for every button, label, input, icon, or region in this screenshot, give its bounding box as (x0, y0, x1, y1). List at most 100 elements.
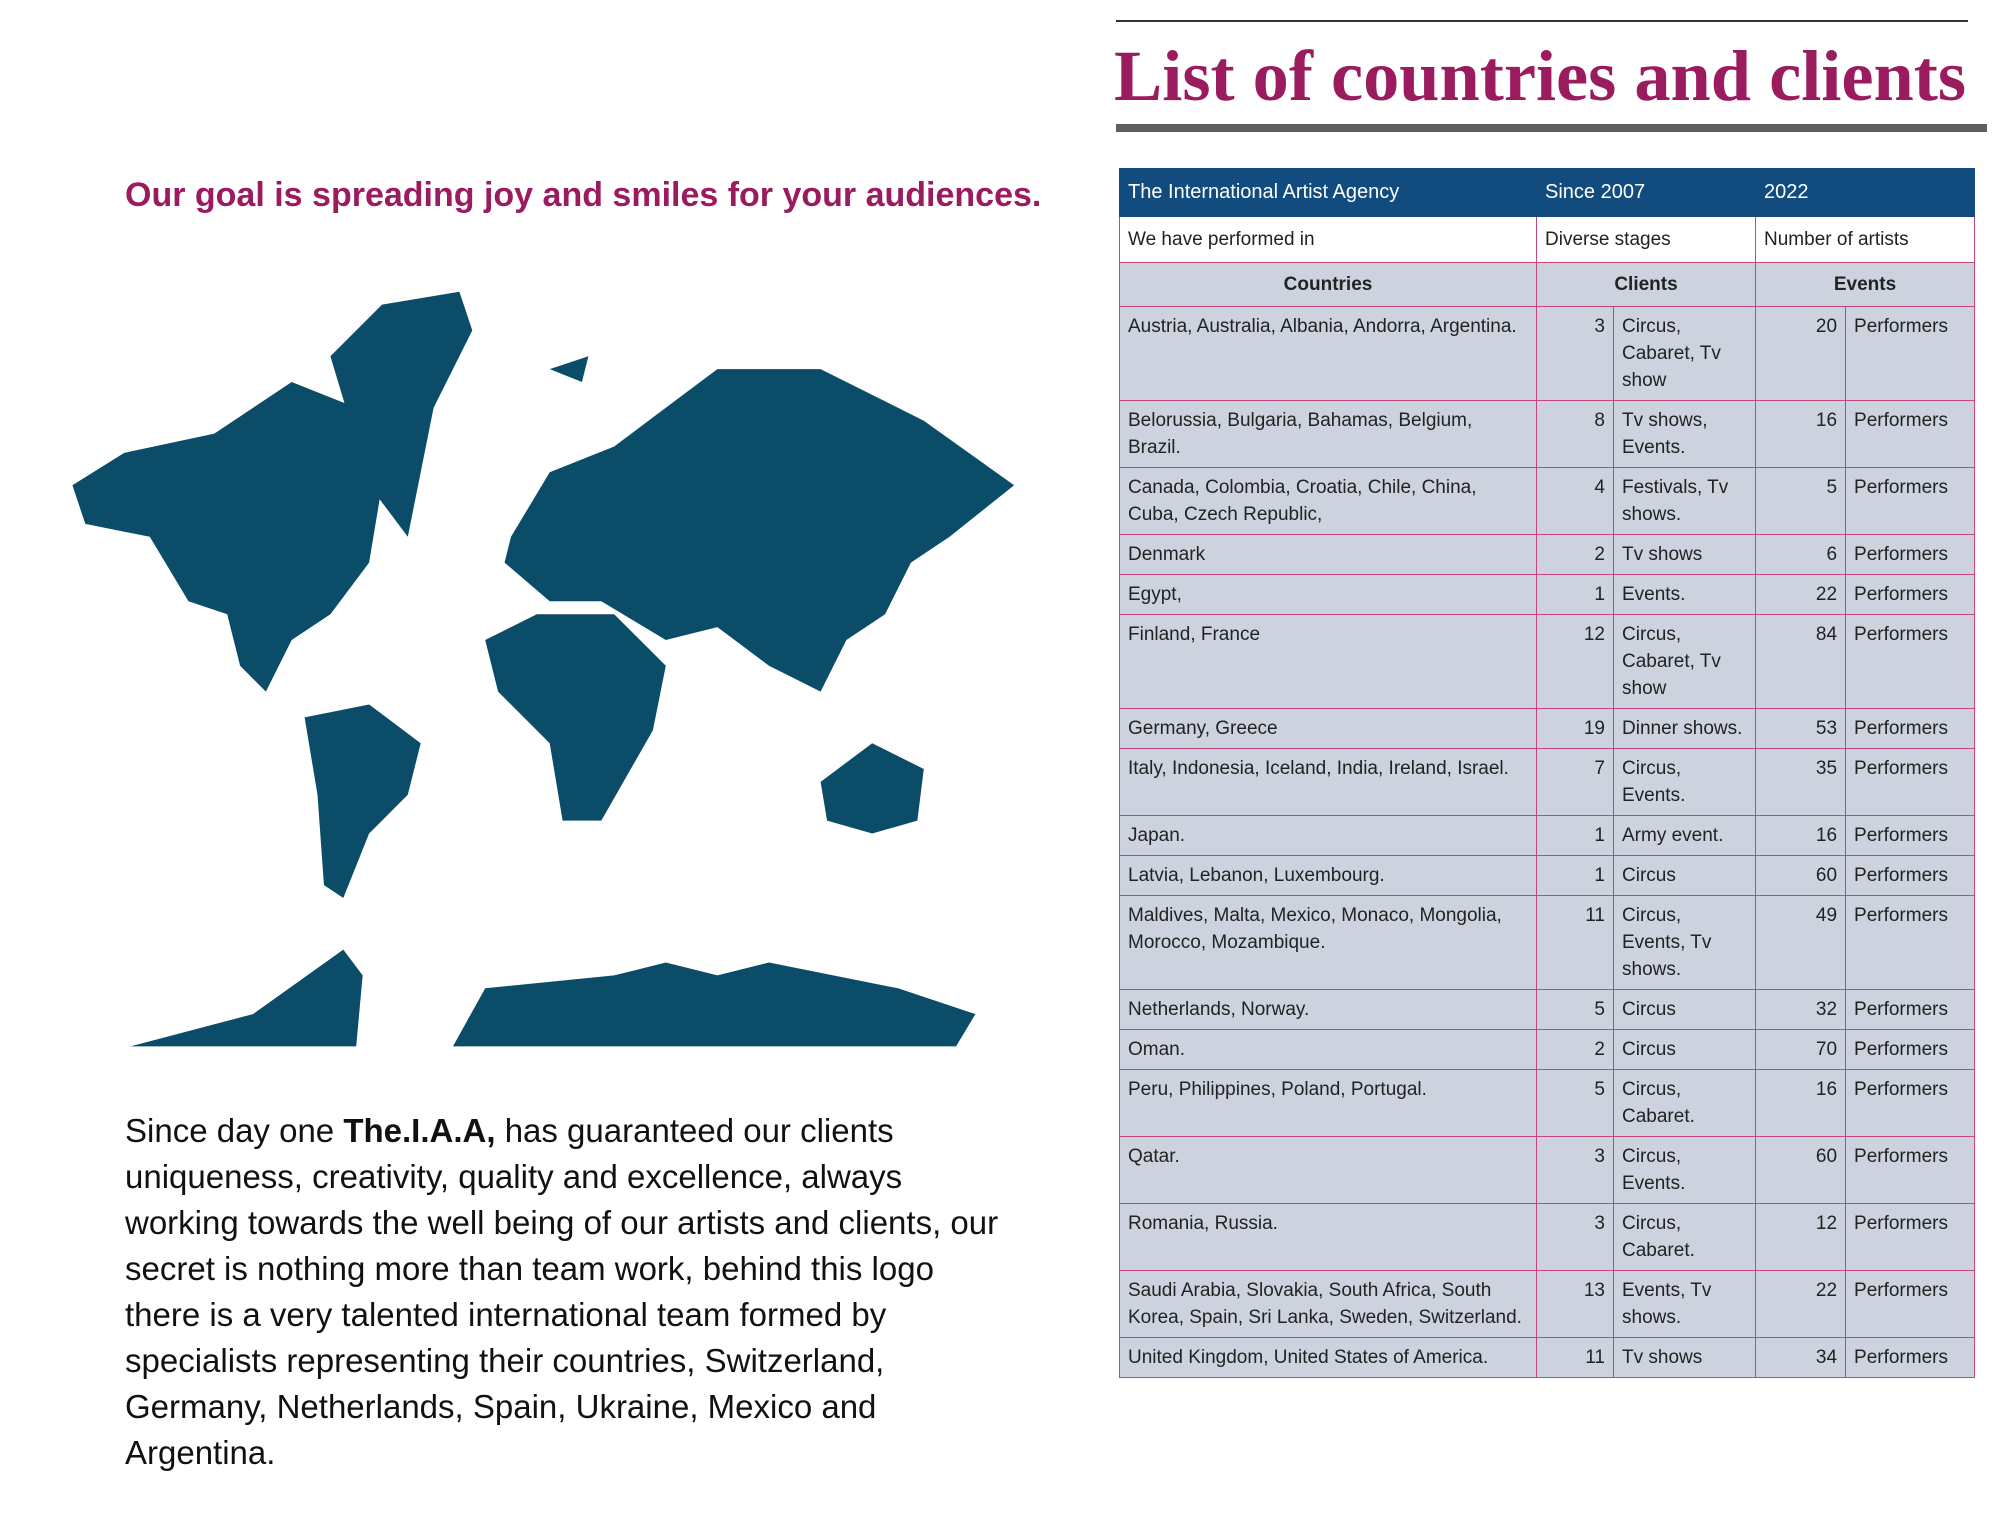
table-cell: Latvia, Lebanon, Luxembourg. (1119, 855, 1537, 896)
table-cell: Performers (1845, 614, 1976, 709)
table-cell: Events, Tv shows. (1612, 1270, 1757, 1338)
table-row: Japan. 1 Army event. 16 Performers (1119, 815, 1976, 856)
table-cell: Performers (1845, 574, 1976, 615)
table-row: Canada, Colombia, Croatia, Chile, China,… (1119, 467, 1976, 535)
table-cell: 60 (1755, 855, 1847, 896)
table-cell: 1 (1536, 574, 1614, 615)
header-cell: Clients (1535, 262, 1757, 307)
title: List of countries and clients (1114, 36, 1966, 116)
table-row: United Kingdom, United States of America… (1119, 1337, 1976, 1378)
table-cell: 1 (1536, 815, 1614, 856)
table-cell: 60 (1755, 1136, 1847, 1204)
table-cell: Qatar. (1119, 1136, 1537, 1204)
header-row: We have performed in Diverse stages Number… (1119, 216, 1976, 263)
table-cell: 20 (1755, 306, 1847, 401)
table-cell: Finland, France (1119, 614, 1537, 709)
title-box: List of countries and clients (1114, 36, 1966, 116)
table-cell: 8 (1536, 400, 1614, 468)
table-cell: 22 (1755, 574, 1847, 615)
table-cell: Performers (1845, 708, 1976, 749)
countries-table: The International Artist Agency Since 200… (1119, 168, 1976, 1378)
table-cell: 53 (1755, 708, 1847, 749)
table-cell: Tv shows, Events. (1612, 400, 1757, 468)
table-row: Netherlands, Norway. 5 Circus 32 Performers (1119, 989, 1976, 1030)
table-row: Germany, Greece 19 Dinner shows. 53 Performe… (1119, 708, 1976, 749)
table-cell: Peru, Philippines, Poland, Portugal. (1119, 1069, 1537, 1137)
table-row: Italy, Indonesia, Iceland, India, Irelan… (1119, 748, 1976, 816)
header-cell: Countries (1119, 262, 1537, 307)
table-cell: 3 (1536, 1203, 1614, 1271)
text: has guaranteed our clients uniqueness, c… (125, 1112, 999, 1471)
table-cell: Circus (1612, 855, 1757, 896)
table-row: Austria, Australia, Albania, Andorra, Ar… (1119, 306, 1976, 401)
table-cell: 2 (1536, 534, 1614, 575)
table-cell: Circus (1612, 989, 1757, 1030)
table-cell: United Kingdom, United States of America… (1119, 1337, 1537, 1378)
table-cell: 22 (1755, 1270, 1847, 1338)
body-paragraph: Since day one The.I.A.A, has guaranteed … (125, 1108, 1005, 1476)
table-cell: 5 (1536, 989, 1614, 1030)
table-cell: Performers (1845, 1270, 1976, 1338)
table-cell: Romania, Russia. (1119, 1203, 1537, 1271)
table-cell: 19 (1536, 708, 1614, 749)
table-row: Finland, France 12 Circus, Cabaret, Tv sho… (1119, 614, 1976, 709)
table-cell: Performers (1845, 1337, 1976, 1378)
table-row: Peru, Philippines, Poland, Portugal. 5 Cir… (1119, 1069, 1976, 1137)
table-row: Oman. 2 Circus 70 Performers (1119, 1029, 1976, 1070)
title-bar (1116, 124, 1987, 132)
table-cell: Dinner shows. (1612, 708, 1757, 749)
header-cell: We have performed in (1119, 216, 1537, 263)
header-cell: Diverse stages (1535, 216, 1757, 263)
table-cell: Performers (1845, 534, 1976, 575)
table-cell: Maldives, Malta, Mexico, Monaco, Mongoli… (1119, 895, 1537, 990)
table-cell: 5 (1536, 1069, 1614, 1137)
table-cell: 2 (1536, 1029, 1614, 1070)
table-cell: Canada, Colombia, Croatia, Chile, China,… (1119, 467, 1537, 535)
header-cell: Since 2007 (1535, 168, 1757, 217)
table-cell: Performers (1845, 989, 1976, 1030)
table-cell: Circus, Events, Tv shows. (1612, 895, 1757, 990)
table-row: Latvia, Lebanon, Luxembourg. 1 Circus 60 Per… (1119, 855, 1976, 896)
table-row: Belorussia, Bulgaria, Bahamas, Belgium, … (1119, 400, 1976, 468)
table-cell: Tv shows (1612, 1337, 1757, 1378)
header-cell: 2022 (1755, 168, 1976, 217)
table-cell: 6 (1755, 534, 1847, 575)
table-cell: Circus (1612, 1029, 1757, 1070)
table-row: Egypt, 1 Events. 22 Performers (1119, 574, 1976, 615)
table-cell: Austria, Australia, Albania, Andorra, Ar… (1119, 306, 1537, 401)
table-cell: 12 (1536, 614, 1614, 709)
table-cell: 32 (1755, 989, 1847, 1030)
table-cell: Army event. (1612, 815, 1757, 856)
table-cell: 3 (1536, 306, 1614, 401)
top-rule (1116, 20, 1968, 22)
table-cell: Performers (1845, 400, 1976, 468)
table-cell: Germany, Greece (1119, 708, 1537, 749)
table-cell: Saudi Arabia, Slovakia, South Africa, So… (1119, 1270, 1537, 1338)
table-cell: Performers (1845, 306, 1976, 401)
table-cell: 70 (1755, 1029, 1847, 1070)
table-cell: 49 (1755, 895, 1847, 990)
table-cell: Belorussia, Bulgaria, Bahamas, Belgium, … (1119, 400, 1537, 468)
table-cell: 16 (1755, 400, 1847, 468)
table-cell: Performers (1845, 1136, 1976, 1204)
table-cell: Japan. (1119, 815, 1537, 856)
table-cell: Performers (1845, 1029, 1976, 1070)
table-cell: Performers (1845, 895, 1976, 990)
text: Since day one (125, 1112, 335, 1149)
table-cell: 34 (1755, 1337, 1847, 1378)
table-row: Romania, Russia. 3 Circus, Cabaret. 12 Perfo… (1119, 1203, 1976, 1271)
header-cell: The International Artist Agency (1119, 168, 1537, 217)
table-cell: 7 (1536, 748, 1614, 816)
brand-name: The.I.A.A, (343, 1112, 496, 1149)
table-cell: 16 (1755, 1069, 1847, 1137)
table-cell: 12 (1755, 1203, 1847, 1271)
header-row: The International Artist Agency Since 200… (1119, 168, 1976, 217)
table-cell: Performers (1845, 467, 1976, 535)
table-cell: 1 (1536, 855, 1614, 896)
table-cell: Oman. (1119, 1029, 1537, 1070)
table-cell: Circus, Events. (1612, 748, 1757, 816)
world-map (72, 291, 1015, 1047)
header-row: Countries Clients Events (1119, 262, 1976, 307)
table-cell: Performers (1845, 1203, 1976, 1271)
